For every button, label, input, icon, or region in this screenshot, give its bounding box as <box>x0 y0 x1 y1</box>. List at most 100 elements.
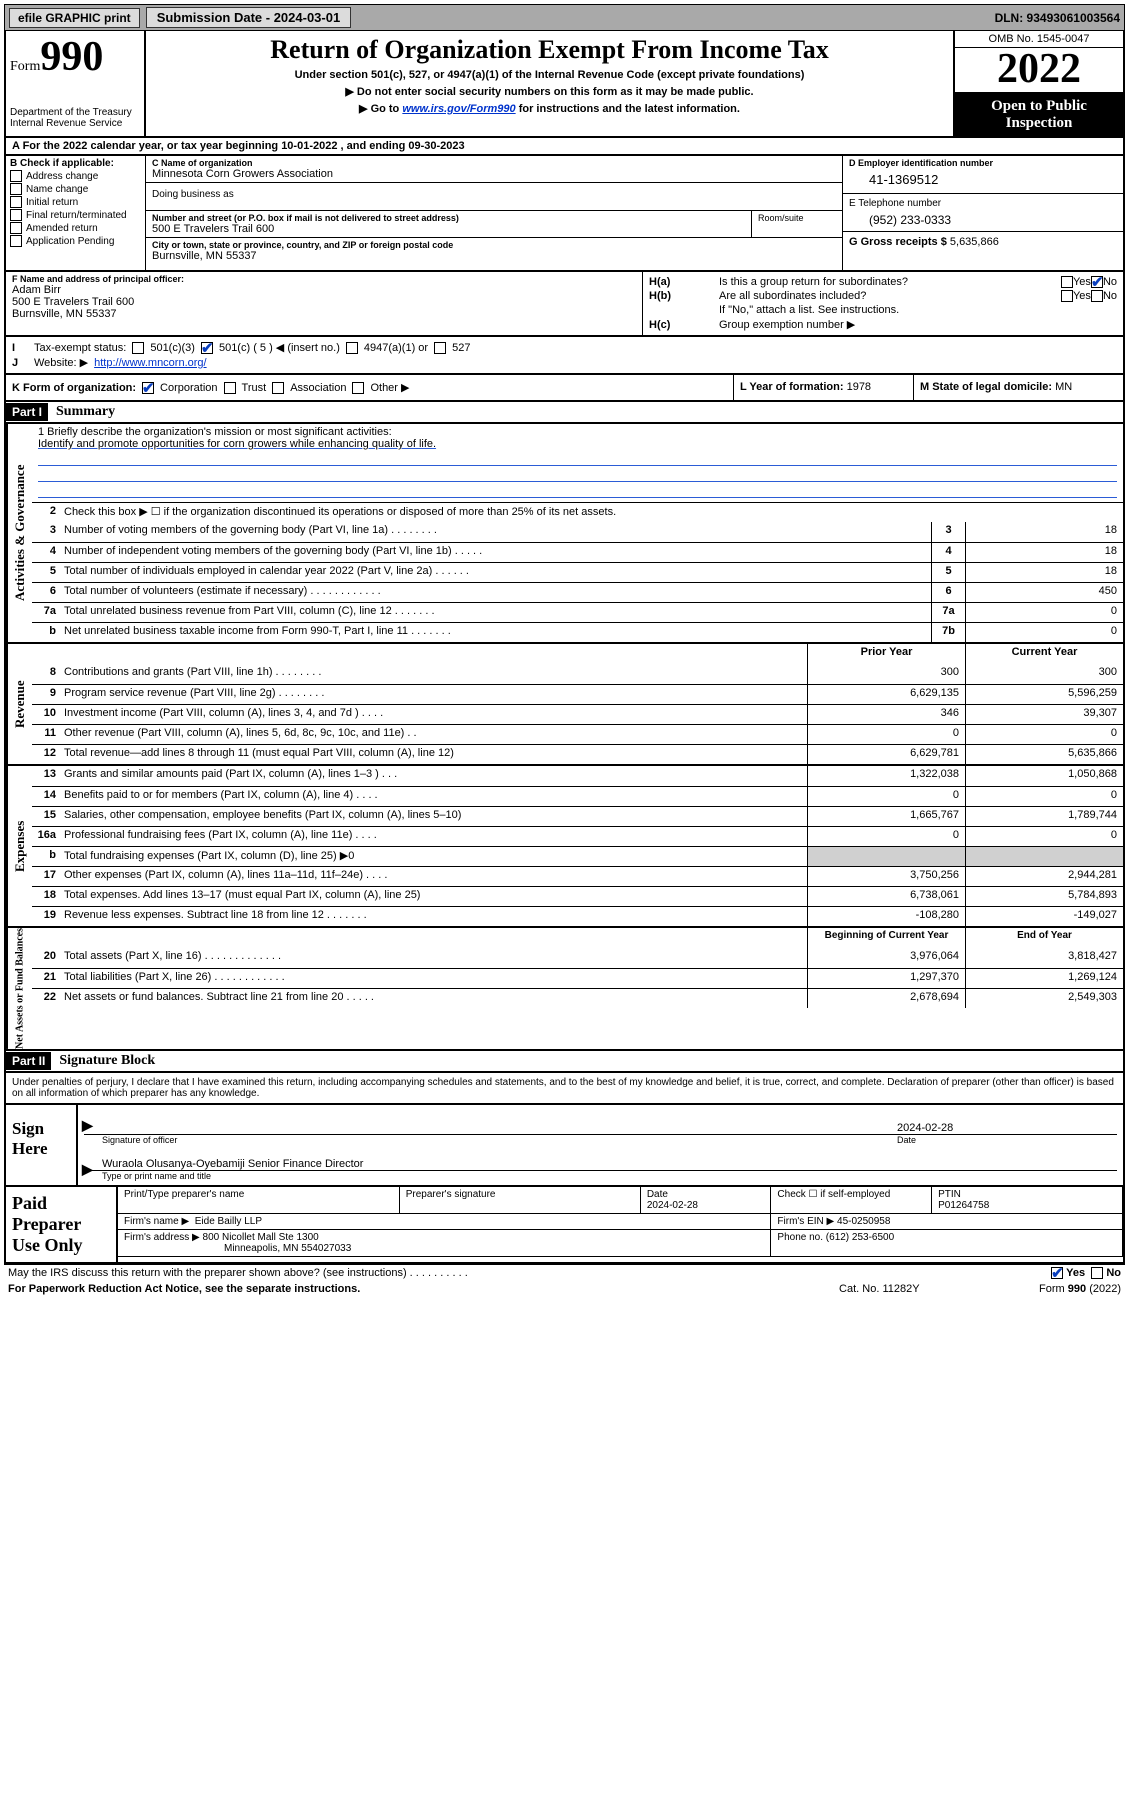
current-val: 5,596,259 <box>965 685 1123 704</box>
col-d-e-g: D Employer identification number 41-1369… <box>843 156 1123 270</box>
form-subtitle-3: ▶ Go to www.irs.gov/Form990 for instruct… <box>152 102 947 115</box>
chk-hb-yes[interactable] <box>1061 290 1073 302</box>
hdr-prior-year: Prior Year <box>807 644 965 664</box>
line-no: 4 <box>931 543 965 562</box>
sig-date-label: Date <box>897 1135 1117 1145</box>
line-text: Salaries, other compensation, employee b… <box>60 807 807 826</box>
current-val: 2,549,303 <box>965 989 1123 1008</box>
chk-hb-no[interactable] <box>1091 290 1103 302</box>
signature-block: Under penalties of perjury, I declare th… <box>4 1073 1125 1264</box>
current-val: -149,027 <box>965 907 1123 926</box>
form-of-org-label: K Form of organization: <box>12 382 136 394</box>
firm-ein: 45-0250958 <box>837 1216 890 1227</box>
chk-501c3[interactable] <box>132 342 144 354</box>
line-text: Number of independent voting members of … <box>60 543 931 562</box>
penalty-text: Under penalties of perjury, I declare th… <box>6 1073 1123 1105</box>
prior-val: 6,629,135 <box>807 685 965 704</box>
chk-trust[interactable] <box>224 382 236 394</box>
part-ii-header: Part II <box>6 1052 51 1070</box>
line-text: Total number of individuals employed in … <box>60 563 931 582</box>
col-b-checkboxes: B Check if applicable: Address change Na… <box>6 156 146 270</box>
sidelabel-revenue: Revenue <box>6 644 32 764</box>
form-no: Form 990 (2022) <box>1039 1283 1121 1295</box>
chk-527[interactable] <box>434 342 446 354</box>
line-text: Contributions and grants (Part VIII, lin… <box>60 664 807 684</box>
ptin-label: PTIN <box>938 1189 961 1200</box>
year-formation-label: L Year of formation: <box>740 381 844 393</box>
chk-501c[interactable] <box>201 342 213 354</box>
dba-label: Doing business as <box>146 183 842 211</box>
current-val: 0 <box>965 725 1123 744</box>
chk-app-pending[interactable] <box>10 235 22 247</box>
hb-text: Are all subordinates included? <box>719 290 1061 302</box>
street-value: 500 E Travelers Trail 600 <box>152 223 745 235</box>
tax-exempt-label: Tax-exempt status: <box>34 342 126 354</box>
phone-value: (952) 233-0333 <box>849 209 1117 227</box>
prior-val: 0 <box>807 725 965 744</box>
phone-label: E Telephone number <box>849 198 1117 209</box>
hb-note: If "No," attach a list. See instructions… <box>719 304 1117 316</box>
line-val: 0 <box>965 623 1123 642</box>
line-text: Professional fundraising fees (Part IX, … <box>60 827 807 846</box>
line-no: 6 <box>931 583 965 602</box>
line-val: 18 <box>965 543 1123 562</box>
ptin-value: P01264758 <box>938 1200 989 1211</box>
block-f-h: F Name and address of principal officer:… <box>4 272 1125 337</box>
current-val: 39,307 <box>965 705 1123 724</box>
gross-receipts-value: 5,635,866 <box>950 236 999 248</box>
website-link[interactable]: http://www.mncorn.org/ <box>94 357 207 369</box>
line-text: Investment income (Part VIII, column (A)… <box>60 705 807 724</box>
chk-other[interactable] <box>352 382 364 394</box>
chk-discuss-no[interactable] <box>1091 1267 1103 1279</box>
chk-assoc[interactable] <box>272 382 284 394</box>
chk-initial-return[interactable] <box>10 196 22 208</box>
form-subtitle-1: Under section 501(c), 527, or 4947(a)(1)… <box>152 69 947 81</box>
officer-name: Adam Birr <box>12 284 636 296</box>
chk-corp[interactable] <box>142 382 154 394</box>
firm-name: Eide Bailly LLP <box>195 1216 262 1227</box>
ein-value: 41-1369512 <box>849 168 1117 191</box>
dln: DLN: 93493061003564 <box>995 11 1120 25</box>
officer-addr1: 500 E Travelers Trail 600 <box>12 296 636 308</box>
chk-4947[interactable] <box>346 342 358 354</box>
line-text: Net unrelated business taxable income fr… <box>60 623 931 642</box>
instructions-link[interactable]: www.irs.gov/Form990 <box>402 103 515 115</box>
gross-receipts-label: G Gross receipts $ <box>849 236 947 248</box>
chk-ha-no[interactable] <box>1091 276 1103 288</box>
sidelabel-net: Net Assets or Fund Balances <box>6 928 32 1049</box>
chk-name-change[interactable] <box>10 183 22 195</box>
officer-addr2: Burnsville, MN 55337 <box>12 308 636 320</box>
form-subtitle-2: ▶ Do not enter social security numbers o… <box>152 85 947 98</box>
hc-text: Group exemption number ▶ <box>719 318 1117 331</box>
line-text: Total expenses. Add lines 13–17 (must eq… <box>60 887 807 906</box>
col-b-label: B Check if applicable: <box>10 158 141 169</box>
chk-amended-return[interactable] <box>10 222 22 234</box>
prior-val: 0 <box>807 787 965 806</box>
prior-val: 346 <box>807 705 965 724</box>
line-no: 7a <box>931 603 965 622</box>
col-c-org-info: C Name of organization Minnesota Corn Gr… <box>146 156 843 270</box>
firm-addr-label: Firm's address ▶ <box>124 1232 200 1243</box>
footer-discuss: May the IRS discuss this return with the… <box>4 1264 1125 1281</box>
prior-val: 300 <box>807 664 965 684</box>
paperwork-notice: For Paperwork Reduction Act Notice, see … <box>8 1283 839 1295</box>
chk-final-return[interactable] <box>10 209 22 221</box>
efile-print-button[interactable]: efile GRAPHIC print <box>9 8 140 28</box>
line-text: Grants and similar amounts paid (Part IX… <box>60 766 807 786</box>
dept-label: Department of the Treasury <box>10 107 140 118</box>
block-i-j: I Tax-exempt status: 501(c)(3) 501(c) ( … <box>4 337 1125 375</box>
chk-ha-yes[interactable] <box>1061 276 1073 288</box>
prior-val: 3,976,064 <box>807 948 965 968</box>
form-number: 990 <box>40 34 103 80</box>
sign-here-label: Sign Here <box>6 1105 78 1185</box>
cat-no: Cat. No. 11282Y <box>839 1283 1039 1295</box>
chk-discuss-yes[interactable] <box>1051 1267 1063 1279</box>
firm-phone: (612) 253-6500 <box>826 1232 894 1243</box>
line-no: 7b <box>931 623 965 642</box>
form-title: Return of Organization Exempt From Incom… <box>152 35 947 65</box>
city-label: City or town, state or province, country… <box>152 240 836 250</box>
prior-val: 1,665,767 <box>807 807 965 826</box>
chk-address-change[interactable] <box>10 170 22 182</box>
line-text: Total fundraising expenses (Part IX, col… <box>60 847 807 866</box>
current-val: 1,269,124 <box>965 969 1123 988</box>
